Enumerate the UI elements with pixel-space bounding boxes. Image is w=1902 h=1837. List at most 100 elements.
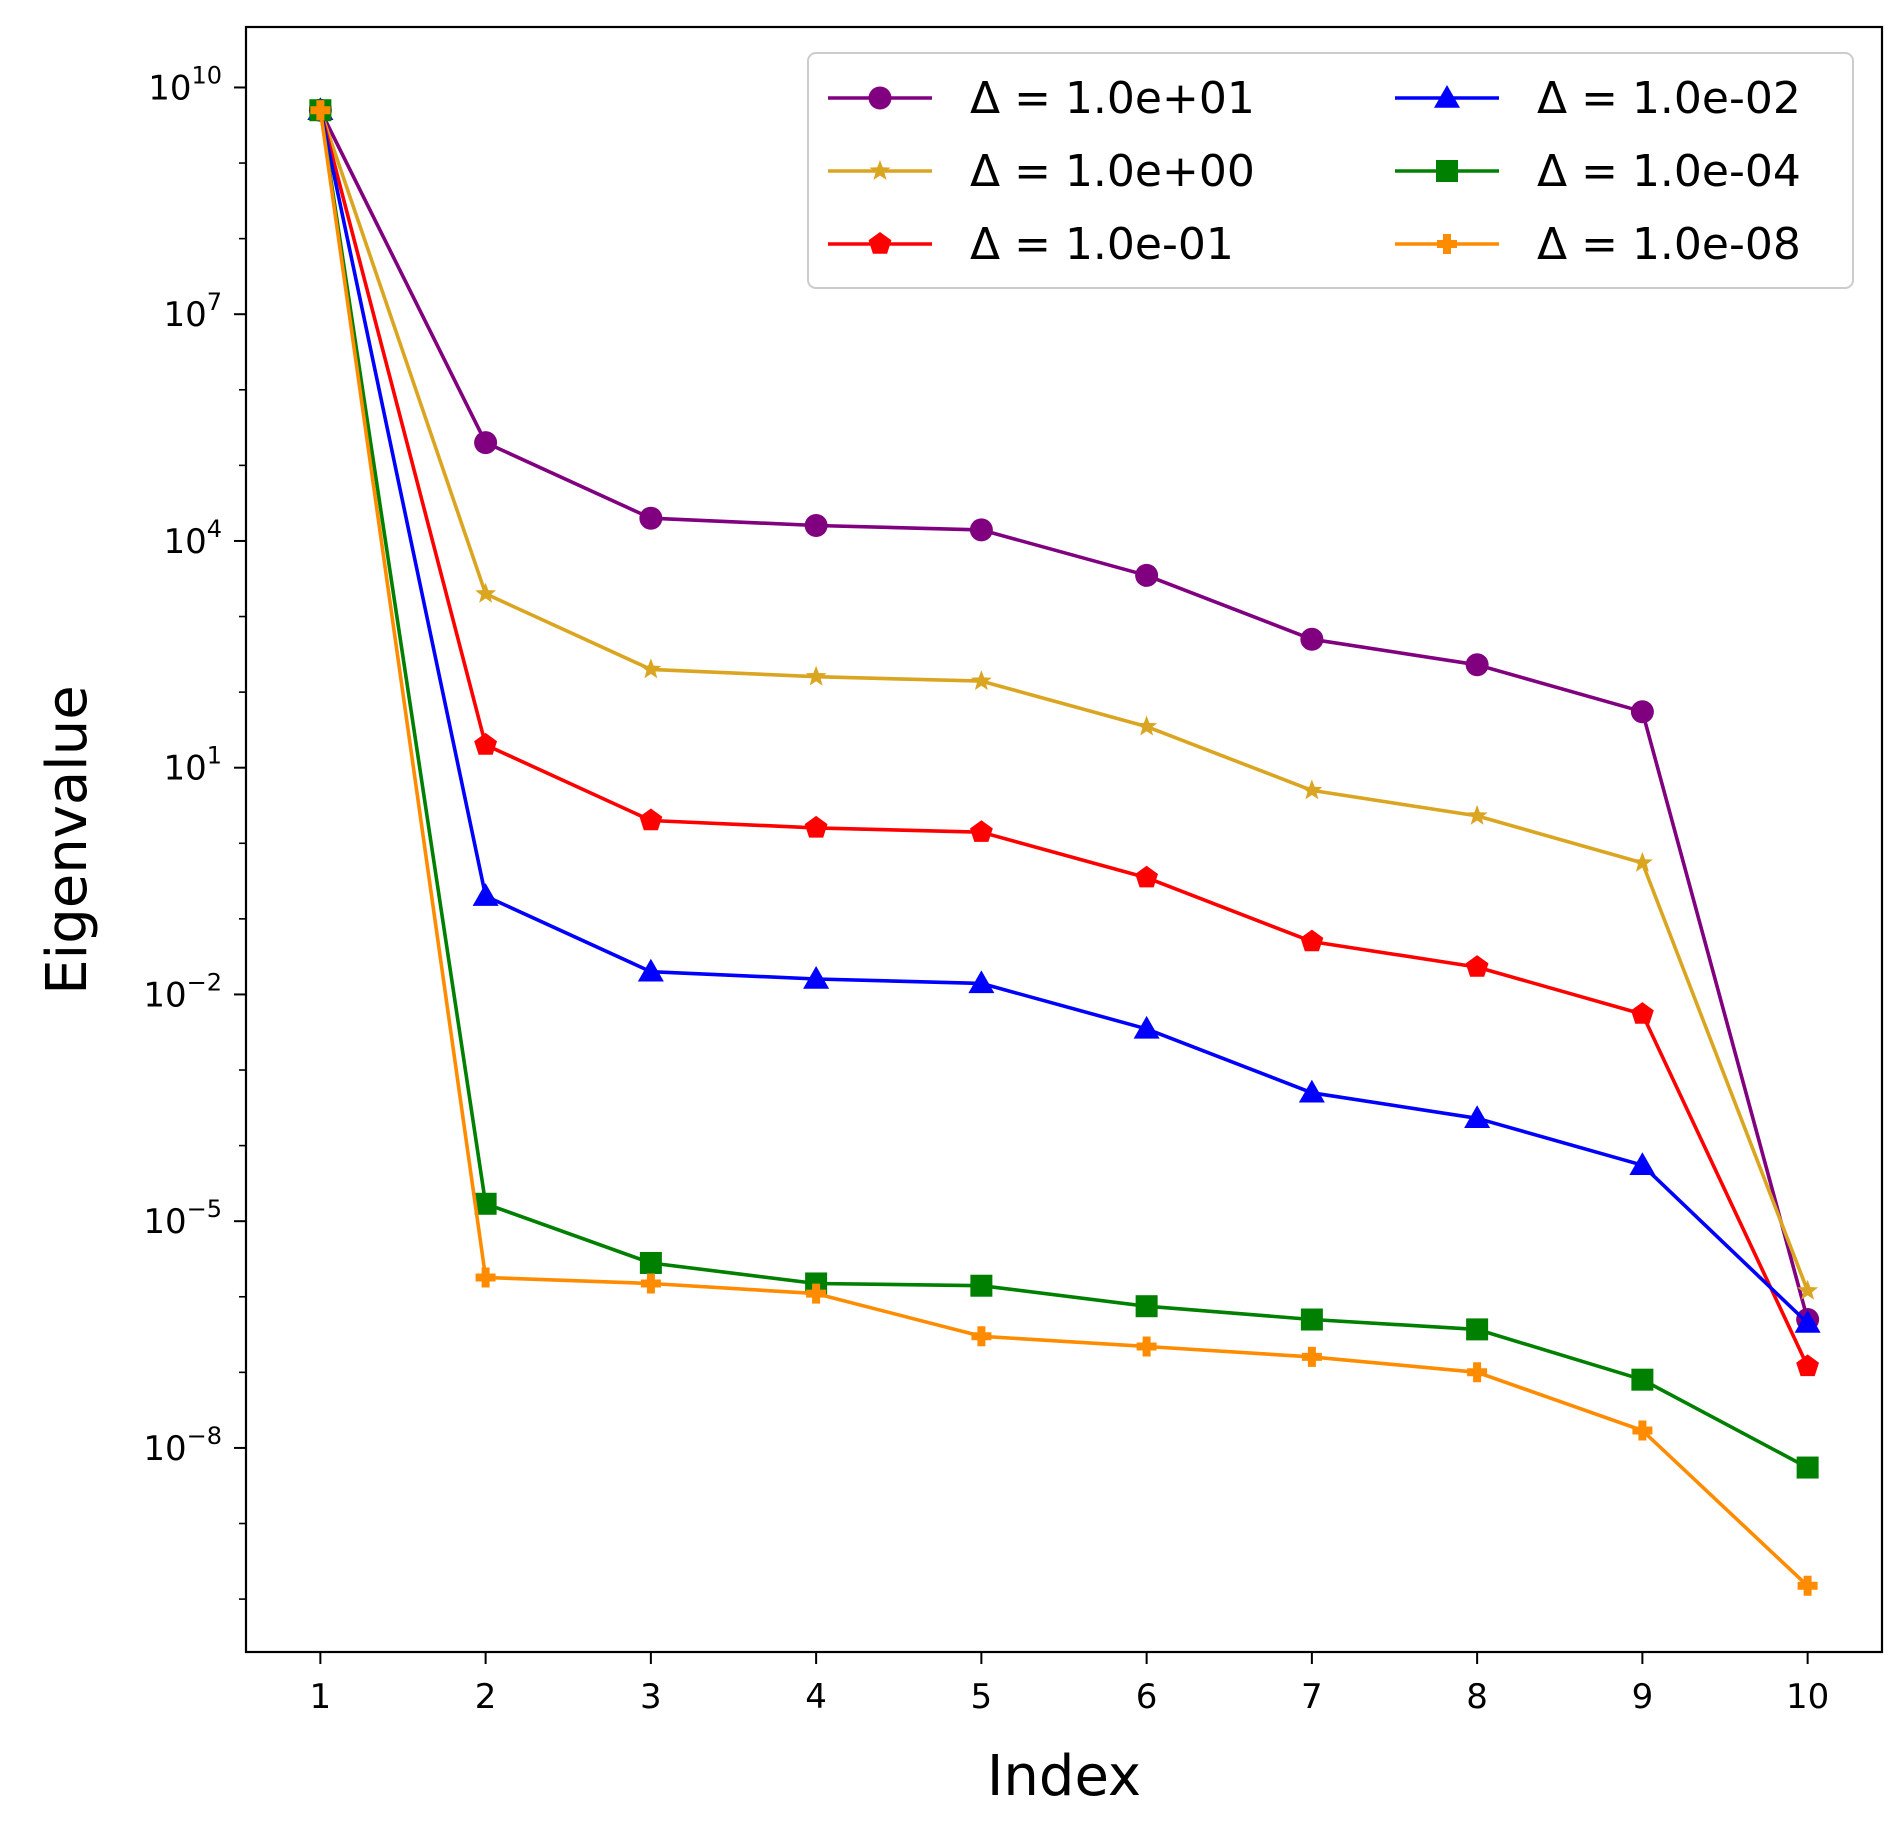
y-tick-base: 10: [163, 522, 206, 562]
legend-entry: Δ = 1.0e-08: [1395, 219, 1801, 270]
y-tick-base: 10: [163, 749, 206, 789]
series-6: [310, 100, 1818, 1596]
data-point: [474, 732, 497, 755]
y-tick-label: 104: [163, 515, 222, 562]
legend-entry: Δ = 1.0e+01: [828, 73, 1255, 124]
data-point: [1631, 851, 1653, 872]
data-point: [1629, 1152, 1656, 1175]
data-point: [639, 1251, 662, 1274]
x-axis-label: Index: [987, 1744, 1141, 1809]
series-3: [309, 98, 1819, 1377]
data-point: [804, 514, 828, 538]
legend-marker: [1434, 85, 1460, 108]
data-point: [640, 658, 662, 679]
data-point: [968, 970, 995, 994]
legend: Δ = 1.0e+01 Δ = 1.0e+00 Δ = 1.0e-01 Δ = 1.0…: [807, 52, 1854, 289]
data-point: [806, 1283, 827, 1304]
data-point: [1631, 1368, 1654, 1391]
data-point: [1135, 563, 1159, 587]
x-tick-label: 4: [805, 1677, 827, 1717]
data-point: [1135, 865, 1158, 888]
legend-marker: [1437, 234, 1457, 254]
y-tick-label: 10−2: [143, 968, 222, 1015]
y-tick-exponent: −8: [187, 1422, 222, 1450]
data-point: [1465, 653, 1489, 677]
legend-marker: [868, 86, 892, 110]
y-tick-exponent: 1: [207, 742, 222, 770]
y-tick-exponent: 4: [207, 515, 222, 543]
legend-marker: [869, 160, 891, 180]
data-point: [1300, 929, 1324, 952]
x-tick-label: 6: [1136, 1677, 1158, 1717]
y-tick-exponent: 7: [207, 288, 222, 316]
y-tick-label: 1010: [148, 61, 222, 108]
x-tick-label: 1: [310, 1677, 332, 1717]
legend-marker: [1436, 160, 1458, 182]
y-axis-label: Eigenvalue: [35, 685, 100, 994]
series-line: [318, 109, 1810, 1368]
series-line: [318, 109, 1809, 1588]
data-point: [970, 820, 993, 842]
data-point: [1631, 1002, 1654, 1024]
y-tick-label: 107: [163, 288, 222, 335]
data-point: [803, 966, 830, 989]
data-point: [474, 1192, 497, 1215]
x-tick-label: 10: [1786, 1677, 1829, 1717]
data-point: [1630, 700, 1654, 724]
data-point: [475, 582, 497, 603]
data-point: [1797, 1279, 1819, 1300]
x-tick-label: 8: [1466, 1677, 1488, 1717]
data-point: [969, 518, 993, 542]
data-point: [970, 1274, 993, 1297]
legend-label: Δ = 1.0e-04: [1537, 146, 1801, 197]
legend-marker: [868, 232, 892, 254]
data-point: [472, 883, 499, 906]
series-line: [318, 109, 1809, 1325]
data-point: [1796, 1456, 1819, 1479]
legend-entry: Δ = 1.0e-01: [828, 219, 1234, 270]
data-point: [637, 958, 664, 982]
legend-label: Δ = 1.0e-01: [970, 219, 1234, 270]
y-tick-exponent: 10: [191, 61, 222, 89]
data-point: [310, 100, 331, 121]
plot-area: [307, 97, 1821, 1596]
data-point: [805, 1272, 828, 1295]
series-line: [318, 109, 1810, 1292]
x-tick-label: 3: [640, 1677, 662, 1717]
y-tick-label: 101: [163, 742, 222, 789]
data-point: [1133, 1015, 1160, 1039]
x-tick-label: 9: [1632, 1677, 1654, 1717]
legend-label: Δ = 1.0e-08: [1537, 219, 1801, 270]
data-point: [970, 670, 992, 690]
data-point: [639, 808, 663, 831]
legend-label: Δ = 1.0e-02: [1537, 73, 1801, 124]
data-point: [1464, 1105, 1491, 1129]
data-point: [1135, 1295, 1158, 1318]
legend-entry: Δ = 1.0e+00: [828, 146, 1255, 197]
data-point: [805, 665, 827, 686]
y-tick-base: 10: [143, 1429, 186, 1469]
data-point: [639, 506, 663, 530]
y-tick-exponent: −5: [187, 1195, 222, 1223]
data-point: [971, 1326, 992, 1347]
data-point: [1797, 1575, 1818, 1596]
y-tick-base: 10: [148, 68, 191, 108]
series-line: [318, 109, 1809, 1470]
data-point: [804, 815, 828, 838]
data-point: [1301, 779, 1323, 800]
x-tick-label: 2: [475, 1677, 497, 1717]
data-point: [1466, 804, 1488, 825]
legend-label: Δ = 1.0e+00: [970, 146, 1255, 197]
data-point: [1300, 627, 1324, 651]
series-5: [309, 99, 1819, 1479]
data-point: [474, 431, 498, 455]
data-point: [1298, 1079, 1325, 1103]
data-point: [475, 1267, 496, 1288]
axes-frame: [244, 25, 1884, 1654]
y-tick-exponent: −2: [187, 968, 222, 996]
x-tick-label: 7: [1301, 1677, 1323, 1717]
series-line: [318, 109, 1810, 1320]
legend-entry: Δ = 1.0e-02: [1395, 73, 1801, 124]
